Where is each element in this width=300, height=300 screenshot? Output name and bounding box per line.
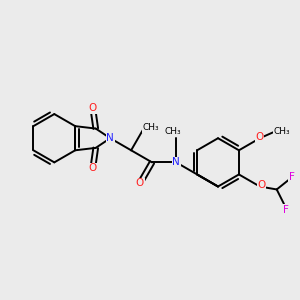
Text: CH₃: CH₃	[142, 123, 159, 132]
Text: O: O	[89, 103, 97, 113]
Text: N: N	[172, 158, 180, 167]
Text: N: N	[106, 133, 114, 143]
Text: CH₃: CH₃	[164, 127, 181, 136]
Text: F: F	[283, 205, 288, 215]
Text: F: F	[289, 172, 295, 182]
Text: CH₃: CH₃	[274, 127, 290, 136]
Text: O: O	[257, 180, 266, 190]
Text: O: O	[89, 164, 97, 173]
Text: O: O	[136, 178, 144, 188]
Text: O: O	[256, 132, 264, 142]
